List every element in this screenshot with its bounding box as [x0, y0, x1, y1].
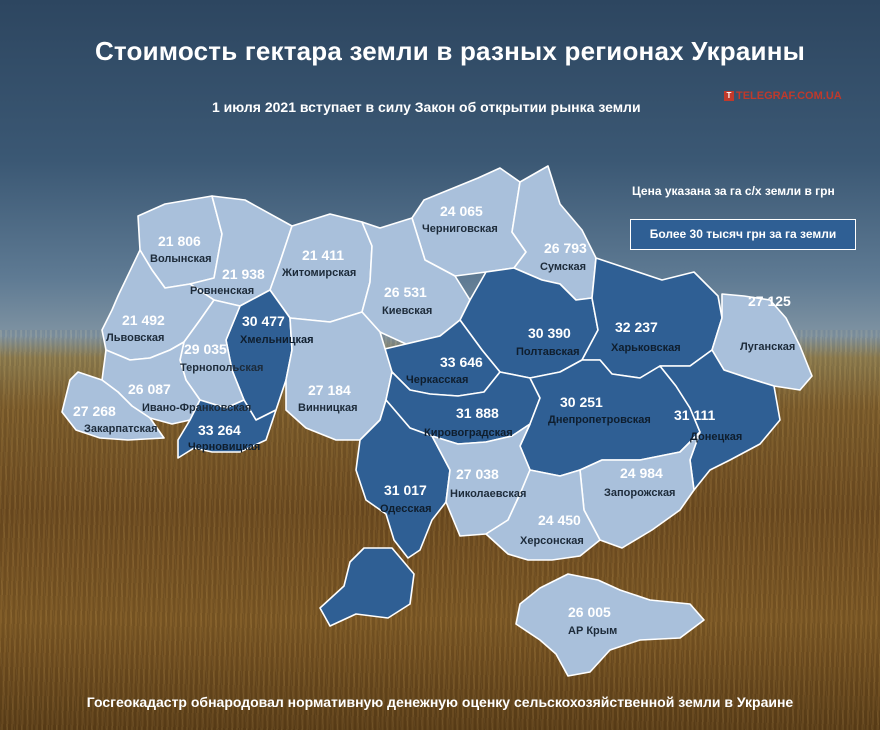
- region-15-value: 27 268: [73, 403, 116, 419]
- region-9-name: Полтавская: [516, 346, 580, 358]
- region-20-name: Одесская: [380, 503, 432, 515]
- region-0-name: Волынская: [150, 253, 212, 265]
- region-4-value: 26 793: [544, 240, 587, 256]
- region-18-value: 30 251: [560, 394, 603, 410]
- region-0-value: 21 806: [158, 233, 201, 249]
- region-3-value: 24 065: [440, 203, 483, 219]
- region-13-name: Винницкая: [298, 402, 358, 414]
- telegraf-logo-icon: T: [724, 91, 734, 101]
- region-19-area: [659, 349, 781, 491]
- region-5-value: 26 531: [384, 284, 427, 300]
- brand-text: TELEGRAF.COM.UA: [736, 90, 842, 102]
- region-14-value: 26 087: [128, 381, 171, 397]
- region-20-area: [319, 399, 451, 627]
- region-24-area: [515, 573, 705, 677]
- region-21-value: 27 038: [456, 466, 499, 482]
- region-24-name: АР Крым: [568, 625, 617, 637]
- region-9-value: 30 390: [528, 325, 571, 341]
- region-5-name: Киевская: [382, 305, 432, 317]
- region-2-value: 21 411: [302, 247, 344, 263]
- region-22-name: Запорожская: [604, 487, 675, 499]
- region-17-name: Кировоградская: [424, 427, 513, 439]
- region-7-name: Хмельницкая: [240, 334, 314, 346]
- region-12-value: 33 646: [440, 354, 483, 370]
- region-1-value: 21 938: [222, 266, 265, 282]
- brand-logo[interactable]: T TELEGRAF.COM.UA: [724, 90, 842, 102]
- price-note: Цена указана за га с/х земли в грн: [632, 184, 835, 198]
- region-4-name: Сумская: [540, 261, 586, 273]
- footer-caption: Госгеокадастр обнародовал нормативную де…: [86, 694, 794, 710]
- subtitle: 1 июля 2021 вступает в силу Закон об отк…: [212, 99, 641, 115]
- region-14-name: Ивано-Франковская: [142, 402, 251, 414]
- region-23-area: [485, 469, 601, 561]
- region-7-value: 30 477: [242, 313, 285, 329]
- region-13-value: 27 184: [308, 382, 351, 398]
- region-23-name: Херсонская: [520, 535, 584, 547]
- region-21-name: Николаевская: [450, 488, 526, 500]
- region-15-area: [61, 371, 165, 441]
- region-1-name: Ровненская: [190, 285, 254, 297]
- region-6-name: Львовская: [106, 332, 164, 344]
- region-16-value: 33 264: [198, 422, 241, 438]
- region-19-value: 31 111: [674, 407, 715, 423]
- region-6-value: 21 492: [122, 312, 165, 328]
- region-16-area: [177, 399, 277, 459]
- region-11-value: 27 125: [748, 293, 791, 309]
- region-23-value: 24 450: [538, 512, 581, 528]
- region-3-area: [411, 167, 527, 277]
- page-title: Стоимость гектара земли в разных региона…: [94, 36, 806, 66]
- region-20-value: 31 017: [384, 482, 427, 498]
- region-12-name: Черкасская: [406, 374, 468, 386]
- region-11-name: Луганская: [740, 341, 795, 353]
- region-22-value: 24 984: [620, 465, 663, 481]
- region-2-name: Житомирская: [281, 267, 356, 279]
- region-10-value: 32 237: [615, 319, 658, 335]
- region-3-name: Черниговская: [422, 223, 498, 235]
- region-24-value: 26 005: [568, 604, 611, 620]
- region-8-value: 29 035: [184, 341, 227, 357]
- region-18-name: Днепропетровская: [548, 414, 651, 426]
- region-17-value: 31 888: [456, 405, 499, 421]
- region-8-name: Тернопольская: [180, 362, 263, 374]
- region-19-name: Донецкая: [690, 431, 742, 443]
- region-16-name: Черновицкая: [188, 441, 260, 453]
- region-15-name: Закарпатская: [84, 423, 158, 435]
- region-10-name: Харьковская: [611, 342, 681, 354]
- region-13-area: [285, 311, 393, 441]
- legend-box: Более 30 тысяч грн за га земли: [630, 219, 856, 250]
